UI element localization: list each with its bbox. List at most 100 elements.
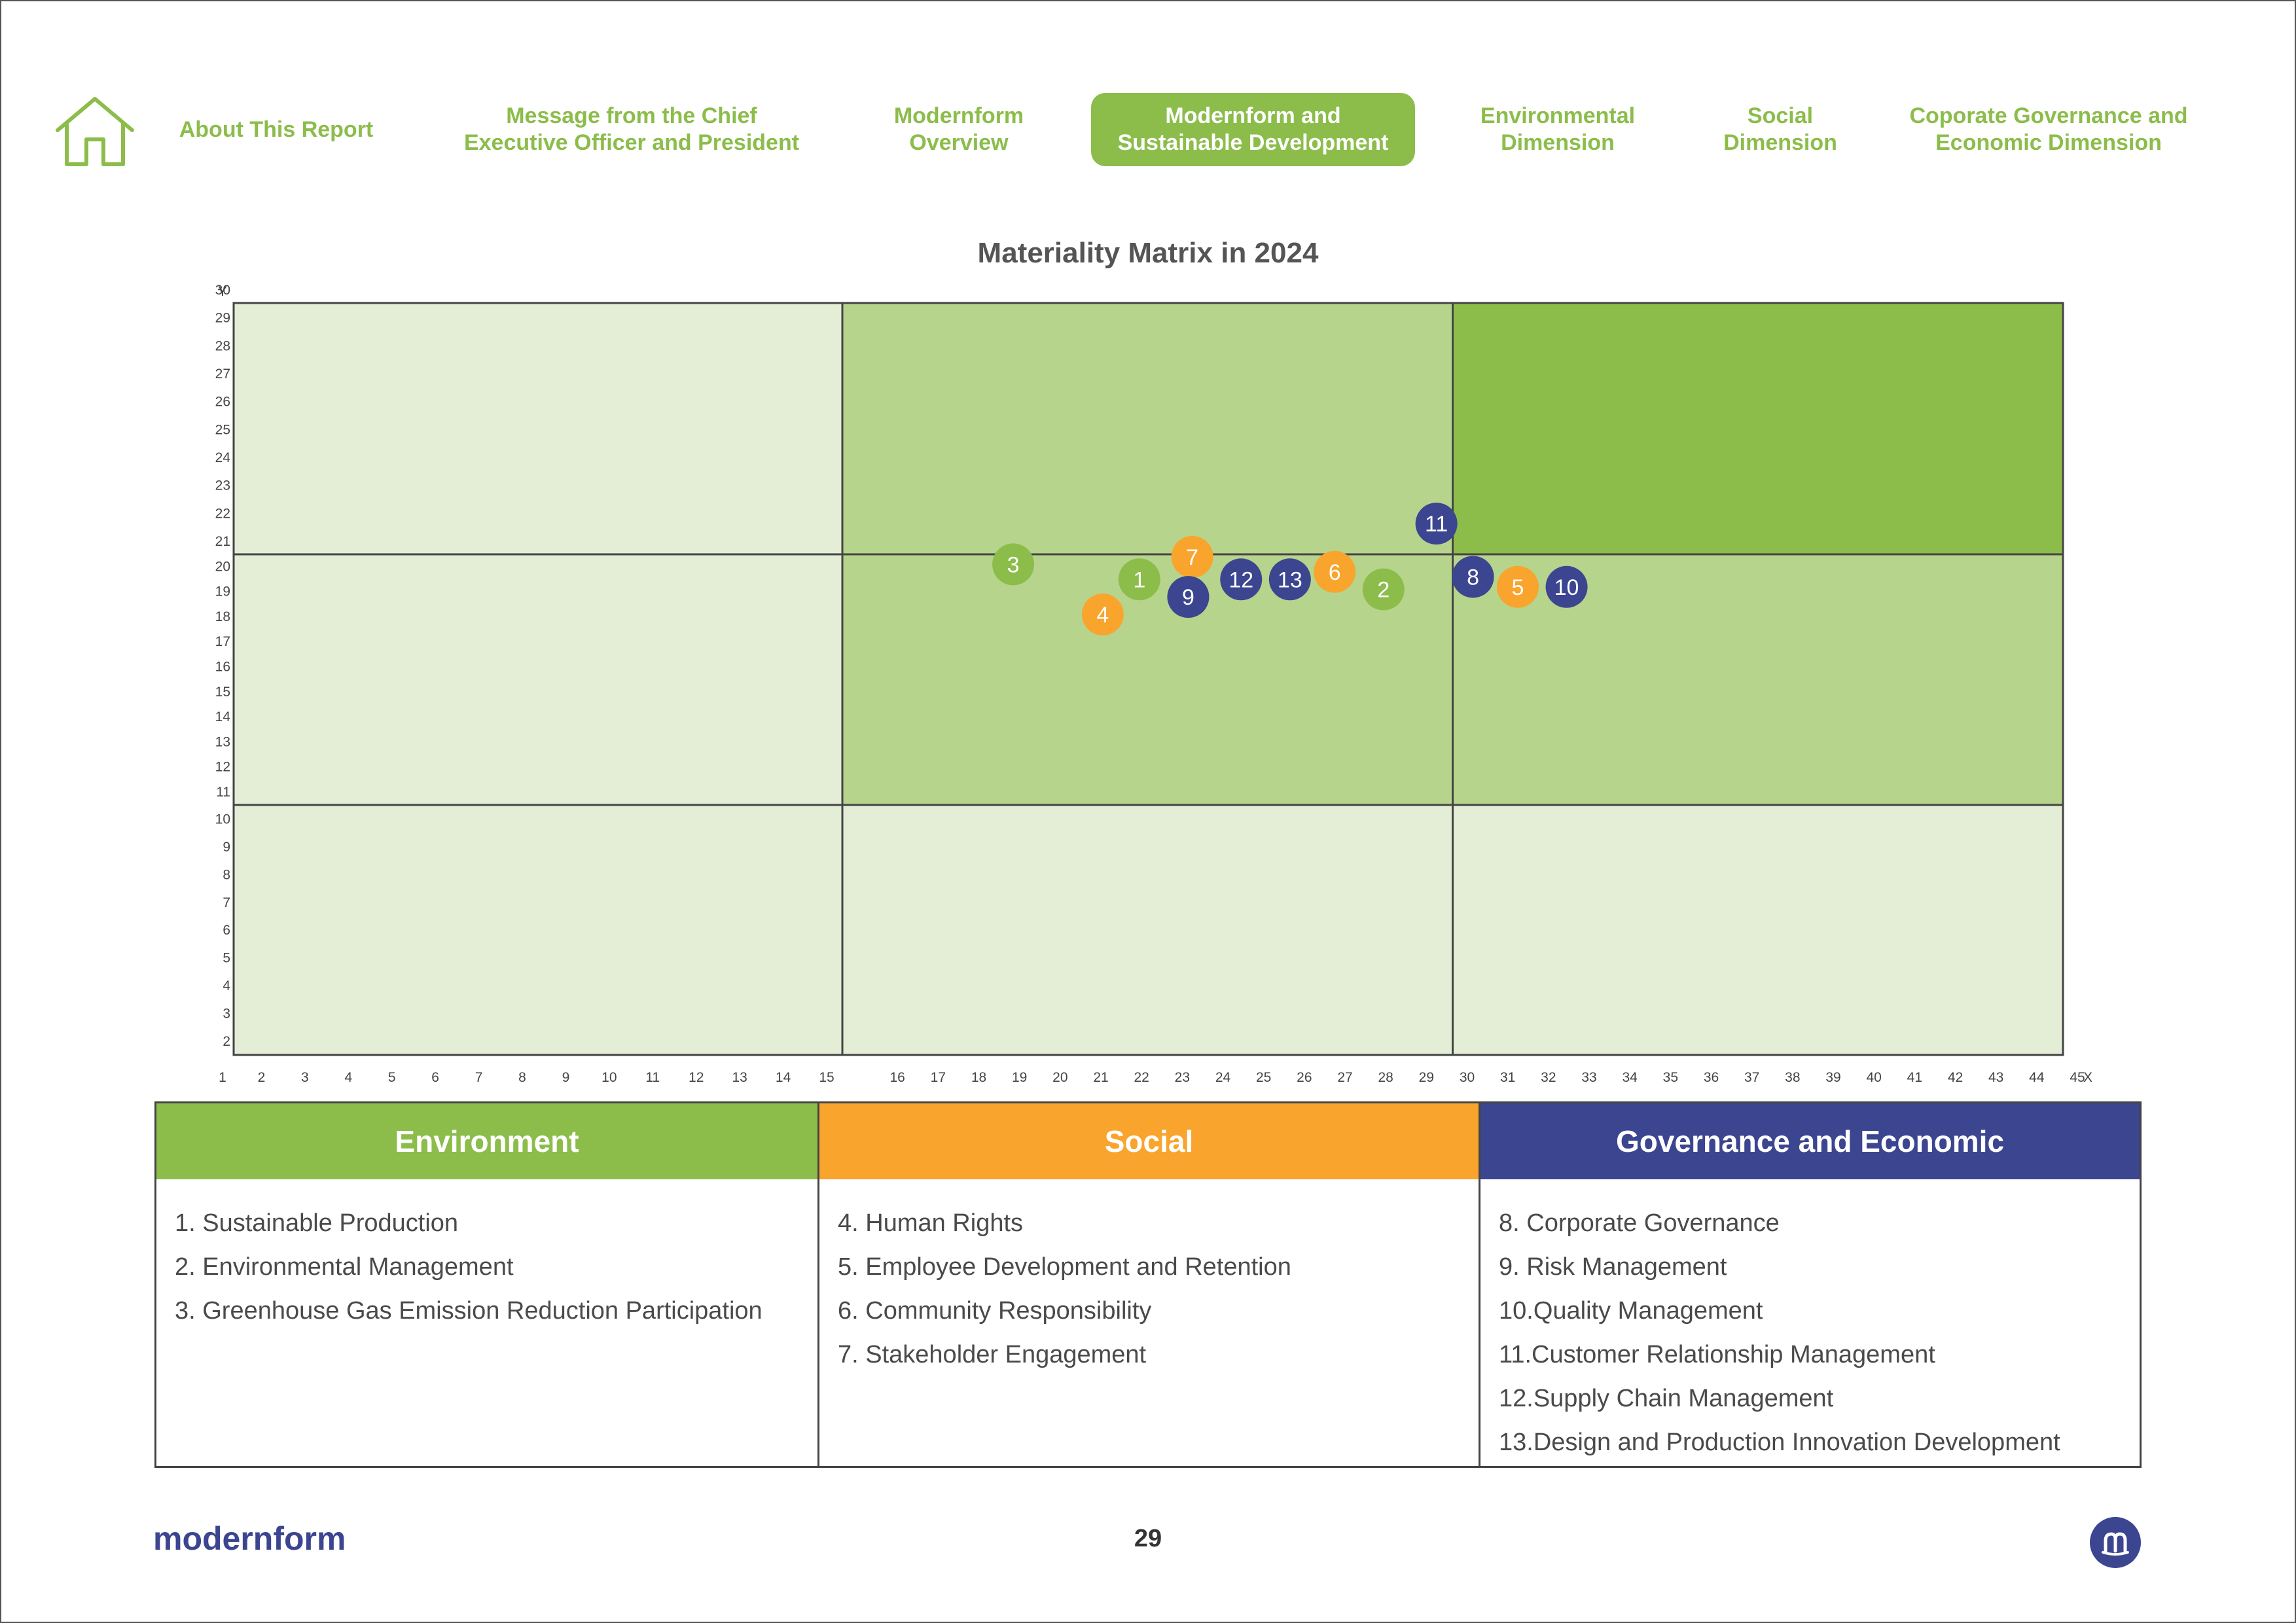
y-tick-label: 3 — [223, 1007, 230, 1022]
x-tick-label: 2 — [258, 1070, 266, 1085]
x-tick-label: 36 — [1704, 1070, 1719, 1085]
point-marker — [1496, 565, 1539, 608]
x-tick-label: 29 — [1419, 1070, 1434, 1085]
x-tick-label: 35 — [1663, 1070, 1678, 1085]
legend-item: 3. Greenhouse Gas Emission Reduction Par… — [175, 1297, 762, 1325]
materiality-point[interactable]: 10 — [1545, 565, 1588, 608]
y-tick-label: 18 — [215, 609, 230, 624]
x-tick-label: 14 — [776, 1070, 791, 1085]
y-tick-label: 14 — [215, 709, 231, 724]
materiality-point[interactable]: 4 — [1081, 593, 1124, 635]
home-icon[interactable] — [54, 95, 136, 168]
x-tick-label: 28 — [1378, 1070, 1393, 1085]
materiality-point[interactable]: 13 — [1268, 558, 1311, 601]
y-axis-label: Y — [218, 284, 227, 299]
y-tick-label: 10 — [215, 812, 230, 827]
point-marker — [1268, 558, 1311, 601]
y-tick-label: 12 — [215, 760, 230, 775]
y-tick-label: 9 — [223, 840, 230, 855]
legend-item: 4. Human Rights — [838, 1209, 1024, 1237]
x-tick-label: 44 — [2029, 1070, 2045, 1085]
x-tick-label: 27 — [1337, 1070, 1352, 1085]
x-tick-label: 40 — [1866, 1070, 1881, 1085]
nav-social-dimension[interactable]: Social Dimension — [1723, 103, 1837, 155]
y-tick-label: 20 — [215, 559, 230, 574]
legend-item: 9. Risk Management — [1499, 1253, 1727, 1281]
y-tick-label: 30 — [215, 283, 230, 298]
materiality-point[interactable]: 11 — [1415, 503, 1458, 545]
legend-header-governance: Governance and Economic — [1480, 1103, 2140, 1179]
x-tick-label: 20 — [1052, 1070, 1067, 1085]
nav-environmental-dimension[interactable]: Environmental Dimension — [1480, 103, 1636, 155]
plot-border — [232, 302, 2064, 1056]
x-tick-label: 13 — [732, 1070, 747, 1085]
legend-item: 10.Quality Management — [1499, 1297, 1763, 1325]
point-marker — [1545, 565, 1588, 608]
x-tick-label: 26 — [1297, 1070, 1312, 1085]
legend-item: 7. Stakeholder Engagement — [838, 1341, 1147, 1368]
x-tick-label: 17 — [931, 1070, 946, 1085]
x-tick-label: 12 — [689, 1070, 704, 1085]
y-tick-label: 23 — [215, 478, 230, 493]
x-tick-label: 30 — [1460, 1070, 1475, 1085]
y-tick-label: 2 — [223, 1034, 230, 1049]
nav-governance-economic-dimension[interactable]: Coporate Governance and Economic Dimensi… — [1909, 103, 2188, 155]
legend-item: 13.Design and Production Innovation Deve… — [1499, 1429, 2060, 1456]
point-marker — [1220, 558, 1263, 601]
modernform-m-logo-icon — [2090, 1517, 2141, 1568]
x-tick-label: 1 — [219, 1070, 226, 1085]
point-label: 5 — [1512, 575, 1524, 600]
legend-item: 1. Sustainable Production — [175, 1209, 459, 1237]
point-marker — [1118, 558, 1160, 601]
x-tick-label: 4 — [344, 1070, 352, 1085]
x-tick-label: 37 — [1744, 1070, 1759, 1085]
matrix-zone — [234, 303, 842, 554]
x-tick-label: 31 — [1500, 1070, 1515, 1085]
point-marker — [1362, 568, 1405, 611]
materiality-point[interactable]: 6 — [1314, 550, 1356, 593]
x-tick-label: 11 — [645, 1070, 660, 1085]
x-tick-label: 42 — [1948, 1070, 1963, 1085]
materiality-point[interactable]: 1 — [1118, 558, 1160, 601]
legend-column-governance: Governance and Economic 8. Corporate Gov… — [1479, 1103, 2140, 1466]
point-label: 8 — [1467, 565, 1479, 590]
materiality-point[interactable]: 3 — [992, 543, 1035, 586]
nav-modernform-overview[interactable]: Modernform Overview — [893, 103, 1024, 155]
materiality-point[interactable]: 8 — [1452, 556, 1494, 598]
legend-header-environment: Environment — [156, 1103, 817, 1179]
point-label: 7 — [1186, 545, 1198, 570]
legend-item: 2. Environmental Management — [175, 1253, 514, 1281]
legend-item: 8. Corporate Governance — [1499, 1209, 1780, 1237]
x-tick-label: 34 — [1622, 1070, 1638, 1085]
materiality-point[interactable]: 9 — [1167, 576, 1210, 618]
x-tick-label: 15 — [819, 1070, 834, 1085]
legend-item: 12.Supply Chain Management — [1499, 1385, 1834, 1412]
point-label: 9 — [1182, 585, 1194, 610]
x-tick-label: 18 — [971, 1070, 986, 1085]
materiality-point[interactable]: 12 — [1220, 558, 1263, 601]
legend-item: 6. Community Responsibility — [838, 1297, 1152, 1325]
matrix-zone — [234, 554, 842, 805]
nav-ceo-message[interactable]: Message from the Chief Executive Officer… — [463, 103, 800, 155]
x-tick-label: 24 — [1215, 1070, 1231, 1085]
point-marker — [992, 543, 1035, 586]
point-marker — [1167, 576, 1210, 618]
point-marker — [1314, 550, 1356, 593]
x-tick-label: 22 — [1134, 1070, 1149, 1085]
materiality-point[interactable]: 2 — [1362, 568, 1405, 611]
point-marker — [1081, 593, 1124, 635]
legend-table: Environment 1. Sustainable Production 2.… — [154, 1101, 2142, 1468]
materiality-point[interactable]: 5 — [1496, 565, 1539, 608]
point-marker — [1171, 535, 1213, 578]
legend-item: 11.Customer Relationship Management — [1499, 1341, 1935, 1368]
x-tick-label: 7 — [475, 1070, 483, 1085]
materiality-point[interactable]: 7 — [1171, 535, 1213, 578]
point-label: 13 — [1278, 567, 1302, 592]
chart-title: Materiality Matrix in 2024 — [977, 237, 1319, 269]
x-tick-label: 25 — [1256, 1070, 1271, 1085]
x-tick-label: 39 — [1825, 1070, 1840, 1085]
nav-sustainable-development[interactable]: Modernform and Sustainable Development — [1091, 93, 1415, 166]
nav-about-this-report[interactable]: About This Report — [179, 116, 374, 142]
matrix-zone — [234, 805, 842, 1055]
